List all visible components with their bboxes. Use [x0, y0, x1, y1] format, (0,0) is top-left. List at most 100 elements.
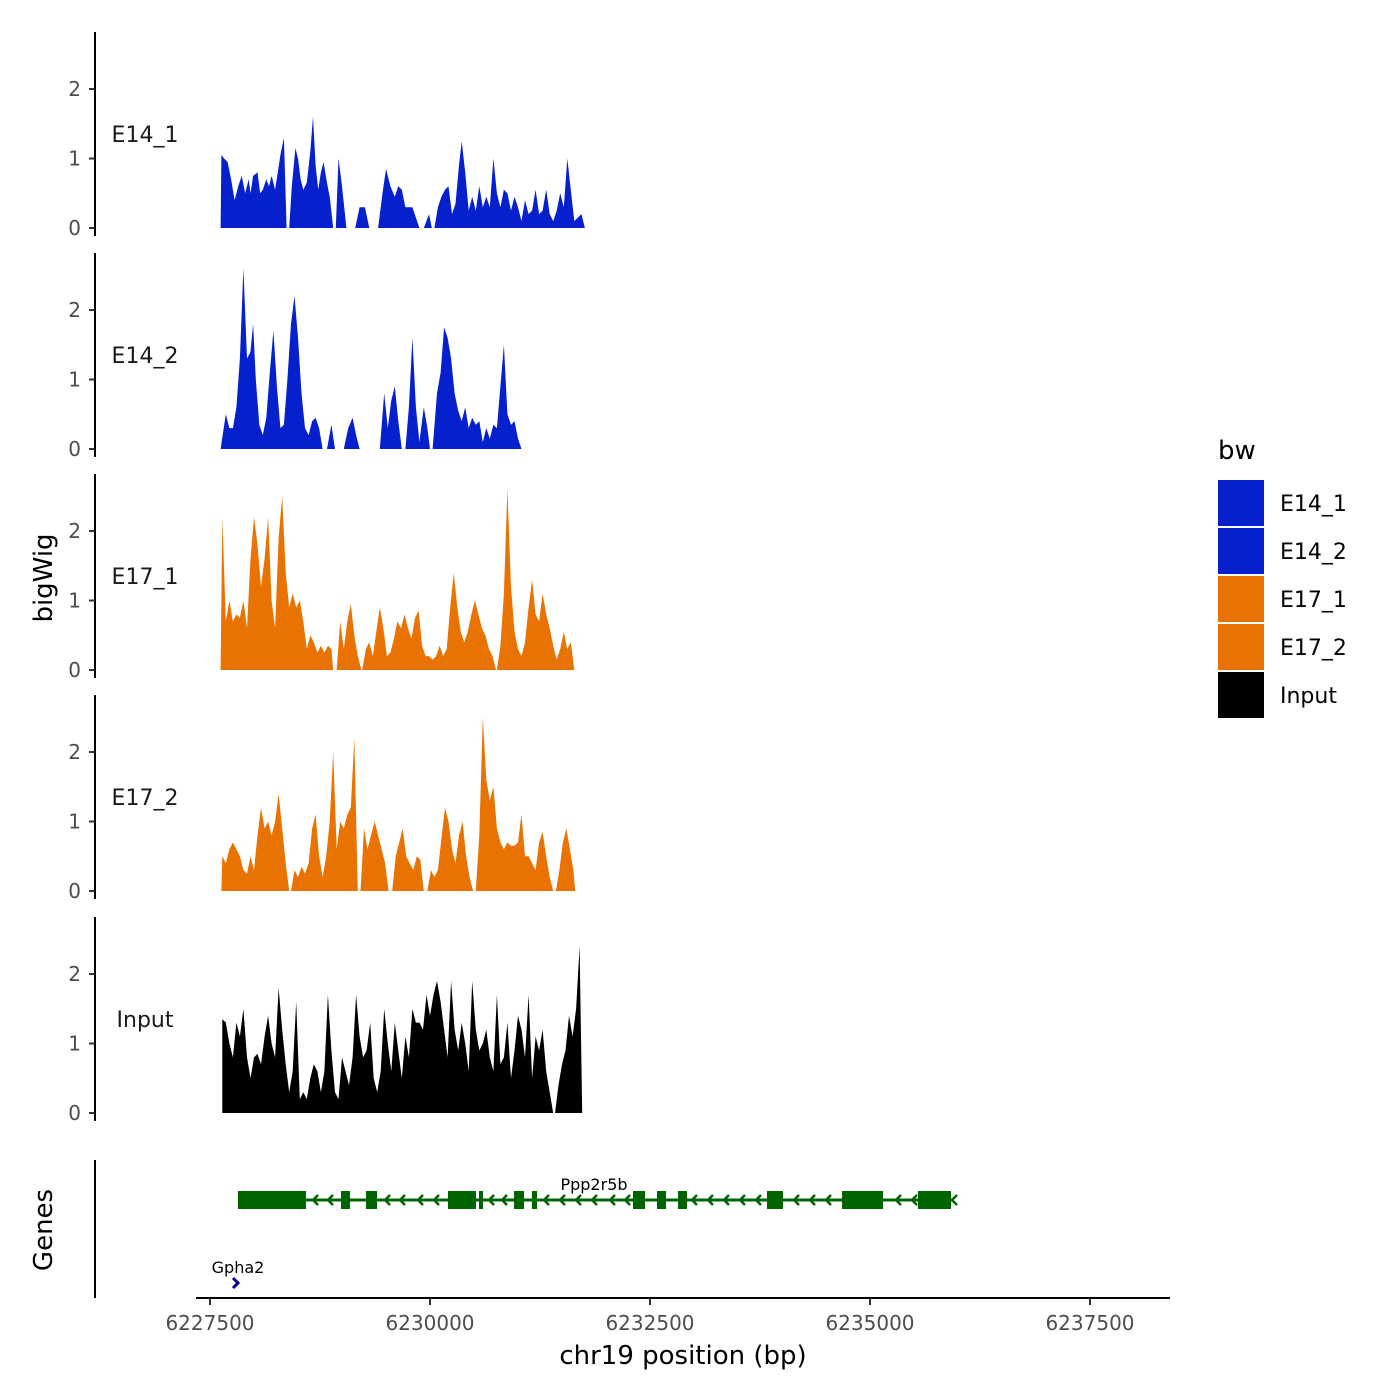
y-tick-label: 0 [68, 437, 81, 461]
track-label-e17-2: E17_2 [112, 786, 179, 811]
legend-label: E17_1 [1280, 588, 1347, 613]
gene-exon [479, 1191, 483, 1209]
legend-swatch-e17-1 [1218, 576, 1264, 622]
coverage-area-e17-1 [220, 489, 575, 670]
genes-panel: Ppp2r5b Gpha2 6227500 6230000 6232500 62350… [94, 1160, 1170, 1335]
gene-label-gpha2: Gpha2 [212, 1258, 265, 1277]
x-tick-label: 6232500 [605, 1311, 694, 1335]
gene-strand-arrow [792, 1194, 800, 1206]
y-tick-label: 2 [68, 519, 81, 543]
gene-strand-arrow [383, 1194, 391, 1206]
gene-strand-arrow [706, 1194, 714, 1206]
y-axis-title-bigwig: bigWig [29, 533, 59, 622]
gene-exon [341, 1191, 350, 1209]
gene-strand-arrow [558, 1194, 566, 1206]
x-axis-title: chr19 position (bp) [559, 1341, 806, 1371]
gene-strand-arrow [398, 1194, 406, 1206]
coverage-area-e17-2 [221, 717, 576, 891]
y-tick-label: 2 [68, 77, 81, 101]
legend-label: E14_1 [1280, 492, 1347, 517]
y-tick-label: 1 [68, 1032, 81, 1056]
gene-strand-arrow [824, 1194, 832, 1206]
track-e14-2: 0 1 2 E14_2 [68, 253, 522, 461]
track-label-input: Input [117, 1008, 174, 1033]
gene-strand-arrow [910, 1194, 918, 1206]
x-axis-ticks: 6227500 6230000 6232500 6235000 6237500 [165, 1298, 1135, 1335]
track-e17-2: 0 1 2 E17_2 [68, 695, 576, 903]
track-label-e14-2: E14_2 [112, 344, 179, 369]
legend-label: E14_2 [1280, 540, 1347, 565]
legend-swatch-input [1218, 672, 1264, 718]
track-e14-1: 0 1 2 E14_1 [68, 32, 585, 240]
gene-exon [918, 1191, 951, 1209]
y-tick-label: 1 [68, 368, 81, 392]
x-tick-label: 6230000 [385, 1311, 474, 1335]
coverage-area-e14-1 [220, 116, 585, 228]
gene-exons [238, 1191, 951, 1209]
y-tick-label: 2 [68, 962, 81, 986]
gene-strand-arrow [416, 1194, 424, 1206]
legend-label: E17_2 [1280, 636, 1347, 661]
gene-strand-arrow-gpha2 [231, 1276, 241, 1290]
y-tick-label: 2 [68, 740, 81, 764]
gene-strand-arrow [894, 1194, 902, 1206]
gene-exon [448, 1191, 476, 1209]
x-tick-label: 6227500 [165, 1311, 254, 1335]
coverage-tracks: 0 1 2 E14_1 0 1 2 E14_2 0 1 2 E17_1 0 1 2 E17_2 0 1 2 Input [68, 32, 585, 1125]
gene-strand-arrow [574, 1194, 582, 1206]
gene-exon [657, 1191, 666, 1209]
gene-strand-arrow [754, 1194, 762, 1206]
coverage-area-e14-2 [220, 268, 522, 449]
y-tick-label: 0 [68, 1101, 81, 1125]
gene-strand-arrow [623, 1194, 631, 1206]
gene-exon [767, 1191, 783, 1209]
gene-strand-arrow [722, 1194, 730, 1206]
y-axis-title-genes: Genes [29, 1189, 59, 1271]
y-tick-label: 0 [68, 216, 81, 240]
gene-strand-arrow [542, 1194, 550, 1206]
track-input: 0 1 2 Input [68, 917, 583, 1125]
gene-exon [238, 1191, 306, 1209]
gene-exon [633, 1191, 645, 1209]
y-tick-label: 1 [68, 147, 81, 171]
legend-swatch-e14-1 [1218, 480, 1264, 526]
x-tick-label: 6235000 [825, 1311, 914, 1335]
legend-label: Input [1280, 684, 1337, 709]
gene-model-gpha2: Gpha2 [212, 1258, 265, 1290]
gene-strand-arrows [311, 1194, 958, 1206]
gene-strand-arrow [500, 1194, 508, 1206]
legend-swatch-e14-2 [1218, 528, 1264, 574]
gene-exon [514, 1191, 524, 1209]
gene-exon [842, 1191, 883, 1209]
gene-strand-arrow [487, 1194, 495, 1206]
legend-swatch-e17-2 [1218, 624, 1264, 670]
gene-strand-arrow [738, 1194, 746, 1206]
gene-exon [366, 1191, 377, 1209]
legend-items: E14_1 E14_2 E17_1 E17_2 Input [1218, 480, 1347, 718]
gene-exon [532, 1191, 537, 1209]
gene-label-ppp2r5b: Ppp2r5b [560, 1175, 627, 1194]
legend-title: bw [1218, 436, 1256, 466]
legend: bw E14_1 E14_2 E17_1 E17_2 Input [1218, 436, 1347, 718]
gene-exon [678, 1191, 687, 1209]
gene-strand-arrow [326, 1194, 334, 1206]
gene-strand-arrow [608, 1194, 616, 1206]
gene-strand-arrow [808, 1194, 816, 1206]
y-tick-label: 0 [68, 658, 81, 682]
track-label-e17-1: E17_1 [112, 565, 179, 590]
y-tick-label: 1 [68, 810, 81, 834]
y-tick-label: 1 [68, 589, 81, 613]
x-tick-label: 6237500 [1045, 1311, 1134, 1335]
gene-strand-arrow [590, 1194, 598, 1206]
gene-strand-arrow [311, 1194, 319, 1206]
coverage-area-input [222, 946, 583, 1113]
y-tick-label: 2 [68, 298, 81, 322]
gene-strand-arrow [432, 1194, 440, 1206]
track-e17-1: 0 1 2 E17_1 [68, 474, 575, 682]
y-tick-label: 0 [68, 879, 81, 903]
gene-strand-arrow [950, 1194, 958, 1206]
gene-strand-arrow [690, 1194, 698, 1206]
track-label-e14-1: E14_1 [112, 123, 179, 148]
gene-model-ppp2r5b: Ppp2r5b [238, 1175, 958, 1209]
